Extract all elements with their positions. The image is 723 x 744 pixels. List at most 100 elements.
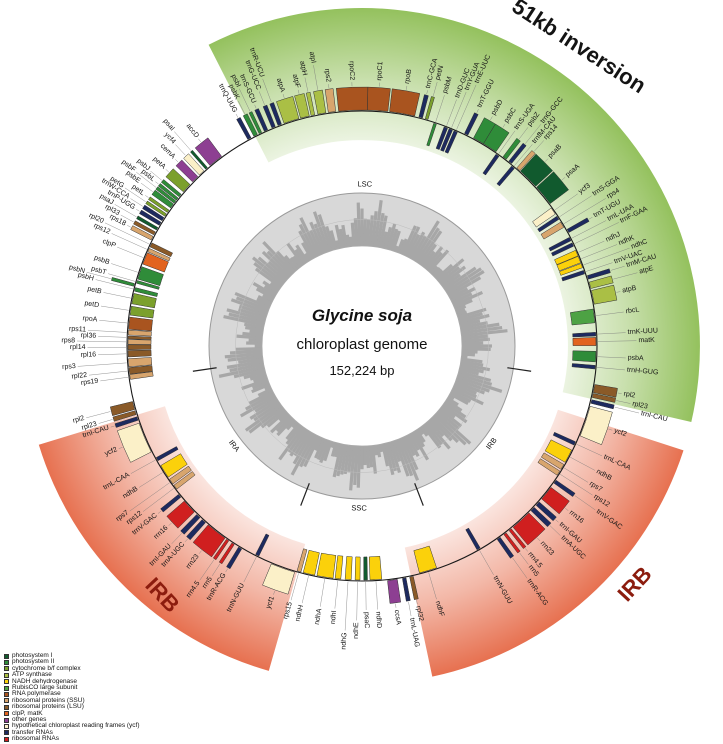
label-leader (238, 100, 245, 115)
label-leader (297, 89, 300, 94)
label-leader (89, 370, 128, 376)
gene-trnM-CAU (586, 268, 611, 280)
gc-bar (419, 425, 429, 437)
gene-rps4 (540, 221, 565, 240)
gene-trnS-GGA (537, 215, 560, 233)
gc-bar (458, 370, 492, 383)
gene-label-rbcL: rbcL (625, 307, 640, 316)
gc-bar (427, 419, 445, 438)
gc-bar (257, 387, 273, 397)
gc-bar (223, 315, 265, 327)
gene-ndhG (344, 556, 353, 580)
legend-label-rpl: ribosomal proteins (LSU) (12, 703, 84, 711)
gc-bar (292, 255, 303, 268)
gene-label-rpoC1: rpoC1 (376, 61, 384, 81)
gc-bar (450, 286, 476, 303)
gene-label-ndhF: ndhF (434, 600, 445, 617)
gene-ndhF (413, 545, 437, 574)
legend-label-ycf: hypothetical chloroplast reading frames … (12, 722, 140, 730)
gc-bar (461, 347, 491, 351)
gene-label-rps8: rps8 (61, 337, 75, 344)
gc-bar (461, 354, 468, 359)
label-leader (168, 522, 172, 526)
label-leader (138, 472, 163, 488)
gene-label-cemA: cemA (159, 143, 177, 161)
label-leader (498, 130, 516, 154)
gc-bar (329, 230, 338, 250)
gc-bar (386, 442, 398, 472)
gc-bar (251, 382, 271, 394)
gc-bar (241, 377, 269, 391)
gc-bar (345, 234, 351, 248)
gene-label-ndhH: ndhH (295, 604, 306, 622)
gc-bar (256, 297, 272, 307)
gc-bar (242, 331, 263, 338)
gc-bar (338, 228, 346, 248)
gene-label-rpl23: rpl23 (81, 421, 98, 432)
gene-rpl23 (591, 393, 616, 403)
gc-bar (378, 444, 384, 453)
gc-bar (378, 215, 388, 248)
label-leader (555, 519, 559, 523)
label-leader (129, 482, 170, 512)
gene-label-rpl22: rpl22 (71, 372, 87, 381)
gc-bar (440, 265, 467, 287)
gc-bar (405, 434, 420, 457)
gene-ycf1 (262, 563, 295, 595)
gc-bar (427, 249, 450, 273)
label-leader (235, 113, 239, 118)
label-leader (571, 220, 607, 239)
gene-matK (572, 337, 597, 346)
legend-swatch-trn (4, 730, 9, 736)
gc-bar (460, 357, 483, 364)
gc-bar (425, 251, 443, 271)
gc-bar (449, 287, 469, 300)
gene-trnV-UAC (561, 270, 585, 282)
label-leader (225, 568, 228, 573)
label-leader (597, 332, 626, 335)
gc-bar (381, 443, 390, 467)
gc-bar (253, 401, 281, 422)
gene-ndhA (316, 552, 337, 579)
label-leader (258, 91, 265, 106)
gene-rpoC2 (336, 86, 369, 112)
gc-bar (275, 250, 297, 273)
gc-bar (417, 230, 443, 265)
label-leader (171, 533, 182, 544)
legend-label-trn: transfer RNAs (12, 728, 53, 736)
gc-bar (441, 403, 468, 424)
gene-trnL-UAA (548, 237, 572, 252)
gc-bar (376, 212, 385, 248)
gc-bar (461, 352, 476, 357)
gc-bar (260, 407, 286, 429)
label-leader (101, 305, 129, 311)
gene-ndhB (544, 439, 572, 463)
legend-label-rps: ribosomal proteins (SSU) (12, 696, 85, 704)
gene-atpB (591, 284, 618, 305)
gc-bar (323, 440, 333, 462)
gc-bar (451, 387, 484, 406)
label-leader (95, 279, 134, 290)
label-leader (616, 291, 621, 293)
gc-bar (365, 445, 370, 469)
legend-item-ndh: NADH dehydrogenase (4, 678, 140, 685)
gc-bar (269, 281, 281, 291)
gene-petD (129, 305, 155, 319)
gene-trnP-UGG (139, 209, 162, 226)
gc-bar (257, 256, 287, 283)
label-leader (117, 246, 144, 258)
gc-bar (238, 307, 267, 320)
label-leader (583, 247, 630, 266)
gene-psbC (483, 123, 510, 153)
label-leader (560, 474, 593, 496)
gene-label-ndhG: ndhG (340, 632, 348, 650)
legend-swatch-ps2 (4, 660, 9, 666)
gc-bar (353, 445, 359, 486)
label-leader (476, 109, 479, 113)
gc-bar (455, 377, 490, 393)
gene-trnfM-CAU (496, 165, 515, 187)
gc-bar (433, 268, 444, 279)
label-leader (490, 116, 493, 121)
gc-bar (443, 266, 477, 291)
label-leader (433, 81, 438, 97)
